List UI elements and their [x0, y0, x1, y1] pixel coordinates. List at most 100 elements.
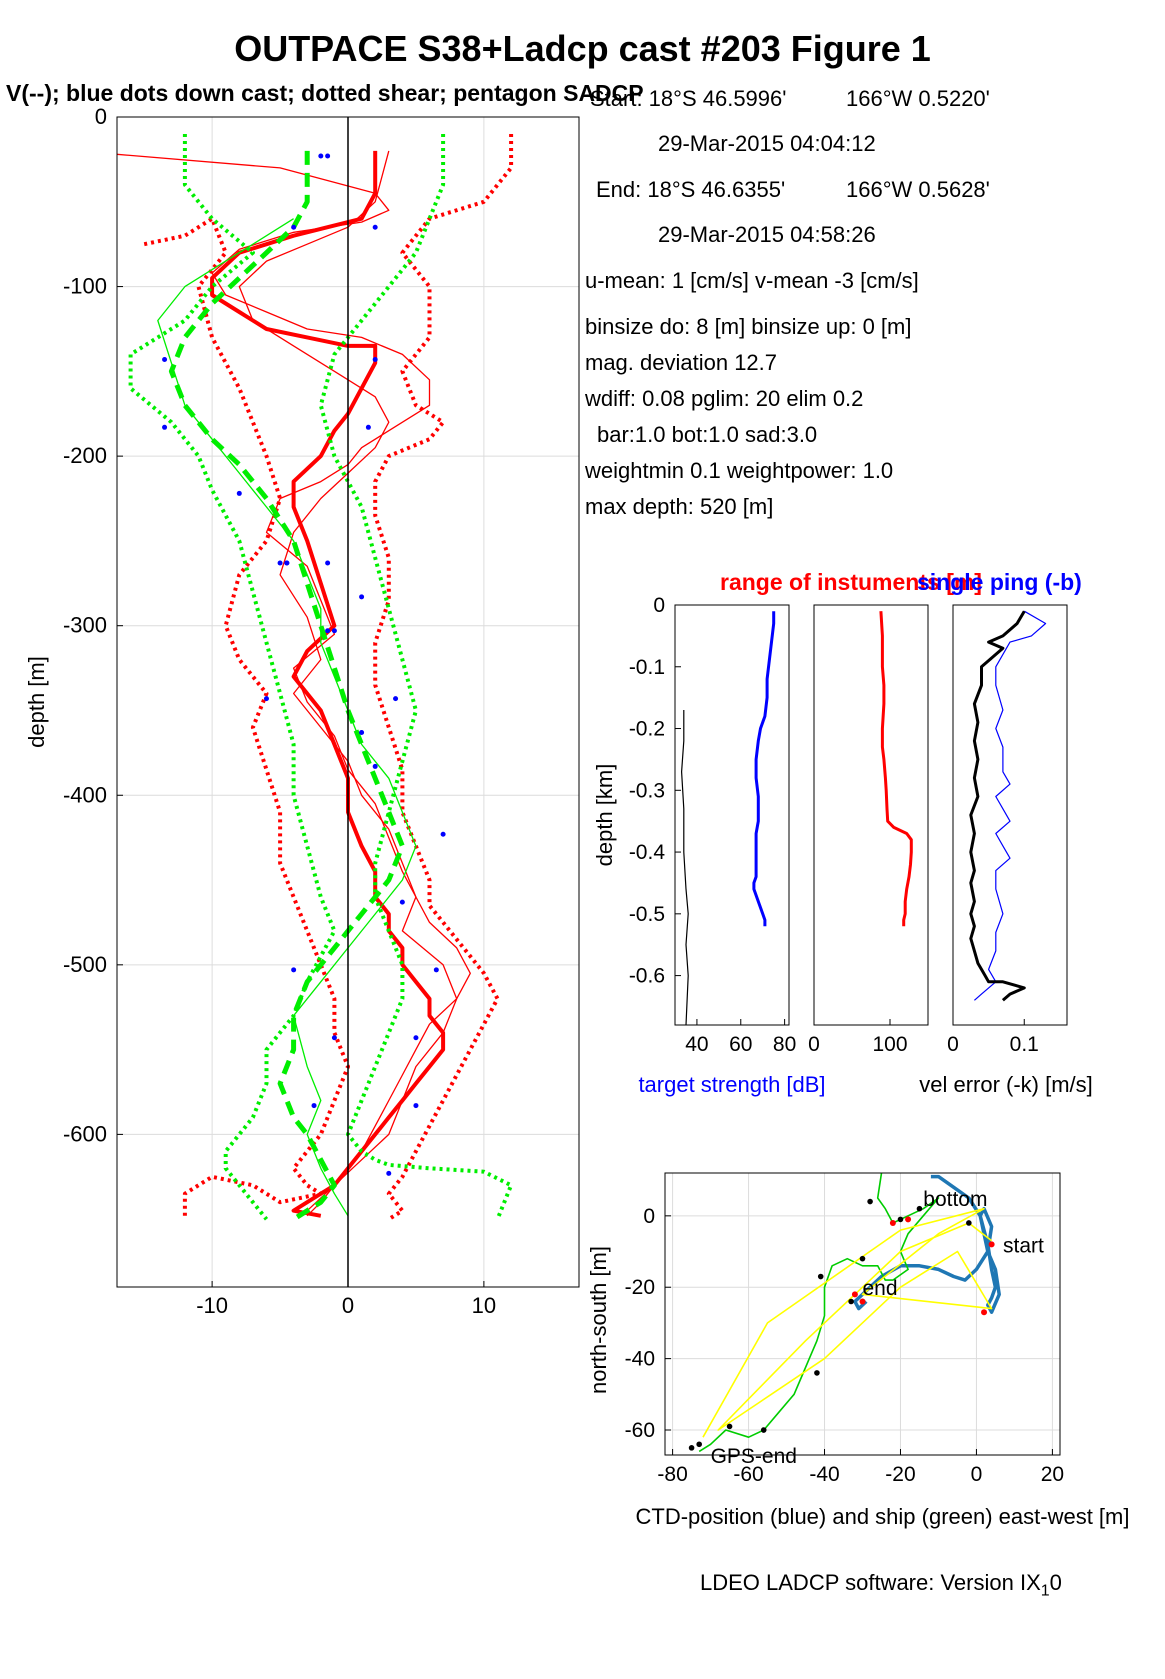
- main-ytick-label: -400: [63, 782, 107, 807]
- panel2-xtick-label: 0.1: [1010, 1033, 1039, 1056]
- start-lon: 166°W 0.5220': [846, 86, 990, 111]
- downcast-dot: [236, 490, 242, 496]
- panel-frame: [952, 604, 1068, 1026]
- downcast-dot: [393, 696, 399, 702]
- panel1-xtick-label: 100: [872, 1033, 907, 1056]
- pos-ytick-label: -40: [625, 1348, 655, 1371]
- downcast-dot: [325, 153, 331, 159]
- downcast-dot: [440, 831, 446, 837]
- target-strength-label: target strength [dB]: [638, 1072, 825, 1097]
- end-lon: 166°W 0.5628': [846, 177, 990, 202]
- panel-frame: [674, 604, 790, 1026]
- position-annotation: GPS-end: [711, 1445, 797, 1468]
- position-xlabel: CTD-position (blue) and ship (green) eas…: [636, 1504, 1130, 1529]
- figure-subtitle: V(--); blue dots down cast; dotted shear…: [6, 80, 644, 106]
- pos-xtick-label: -60: [733, 1463, 763, 1486]
- instrument-range-title: range of instuments [m]: [720, 569, 982, 595]
- main-xtick-label: 0: [342, 1293, 354, 1318]
- downcast-dot: [277, 560, 283, 566]
- panel0-ytick-label: -0.4: [629, 841, 666, 864]
- main-ytick-label: -300: [63, 613, 107, 638]
- main-ytick-label: -100: [63, 274, 107, 299]
- velocity-series-line: [128, 134, 337, 1221]
- panel-series-line: [680, 710, 689, 1026]
- end-time: 29-Mar-2015 04:58:26: [658, 222, 876, 247]
- downcast-dot: [399, 899, 405, 905]
- position-annotation: start: [1003, 1234, 1044, 1257]
- ctd-marker-dot: [905, 1216, 912, 1223]
- downcast-dot: [331, 628, 337, 634]
- pos-xtick-label: -20: [885, 1463, 915, 1486]
- pos-ytick-label: -60: [625, 1419, 655, 1442]
- mag-deviation: mag. deviation 12.7: [585, 350, 778, 375]
- panel0-xtick-label: 60: [729, 1033, 752, 1056]
- ctd-marker-dot: [859, 1298, 866, 1305]
- downcast-dot: [433, 967, 439, 973]
- main-ytick-label: -200: [63, 443, 107, 468]
- depth-km-label: depth [km]: [592, 764, 617, 867]
- downcast-dot: [413, 1103, 419, 1109]
- main-frame: [116, 116, 580, 1288]
- panel0-xtick-label: 80: [773, 1033, 796, 1056]
- panel1-xtick-label: 0: [808, 1033, 820, 1056]
- end-lat: End: 18°S 46.6355': [596, 177, 786, 202]
- panel0-ytick-label: -0.1: [629, 656, 665, 679]
- ship-fix-dot: [867, 1198, 873, 1205]
- main-ytick-label: -600: [63, 1121, 107, 1146]
- velocity-series-line: [210, 150, 446, 1218]
- ship-fix-dot: [897, 1216, 904, 1223]
- panel0-ytick-label: -0.5: [629, 903, 665, 926]
- ship-fix-dot: [814, 1370, 820, 1376]
- pos-ytick-label: -20: [625, 1276, 655, 1299]
- single-ping-title: single ping (-b): [917, 569, 1082, 595]
- velocity-series-line: [168, 150, 405, 1222]
- downcast-dot: [372, 763, 378, 769]
- version-subscript: 1: [1040, 1582, 1050, 1600]
- panel0-ytick-label: 0: [653, 594, 665, 617]
- ship-fix-dot: [848, 1298, 854, 1305]
- weights-a: bar:1.0 bot:1.0 sad:3.0: [597, 422, 818, 447]
- version-tail: 0: [1049, 1570, 1062, 1595]
- panel0-ytick-label: -0.2: [629, 718, 665, 741]
- panel2-xtick-label: 0: [947, 1033, 959, 1056]
- panel-frame: [813, 604, 929, 1026]
- position-ylabel: north-south [m]: [586, 1246, 611, 1394]
- position-track-line: [702, 1207, 993, 1438]
- downcast-dot: [331, 1035, 337, 1041]
- downcast-dot: [325, 560, 331, 566]
- downcast-dot: [291, 224, 297, 230]
- main-ylabel: depth [m]: [24, 656, 49, 748]
- position-track-line: [853, 1174, 1001, 1314]
- downcast-dot: [291, 967, 297, 973]
- figure-title: OUTPACE S38+Ladcp cast #203 Figure 1: [234, 28, 931, 69]
- downcast-dot: [413, 1035, 419, 1041]
- panel-series-line: [974, 610, 1047, 1001]
- pos-frame: [664, 1172, 1061, 1456]
- panel1-bg: [814, 605, 928, 1025]
- ctd-marker-dot: [988, 1241, 995, 1248]
- downcast-dot: [372, 224, 378, 230]
- downcast-dot: [365, 424, 371, 430]
- software-version-text: LDEO LADCP software: Version IX: [700, 1570, 1041, 1595]
- ship-fix-dot: [688, 1445, 695, 1451]
- binsize: binsize do: 8 [m] binsize up: 0 [m]: [585, 314, 912, 339]
- downcast-dot: [325, 628, 331, 634]
- position-chart: -80 -60 -40 -20 0 200-20-40-60bottomstartendG…: [586, 1172, 1130, 1529]
- pos-xtick-label: 20: [1041, 1463, 1064, 1486]
- ctd-marker-dot: [981, 1309, 988, 1316]
- position-annotation: bottom: [923, 1188, 987, 1211]
- downcast-dot: [162, 356, 168, 362]
- downcast-dot: [386, 1170, 392, 1176]
- velocity-series-line: [116, 153, 471, 1217]
- main-ytick-label: 0: [95, 104, 107, 129]
- position-annotation: end: [863, 1277, 898, 1300]
- ship-fix-dot: [760, 1427, 767, 1433]
- velocity-series-line: [143, 216, 350, 1220]
- vel-error-label: vel error (-k) [m/s]: [919, 1072, 1093, 1097]
- ship-fix-dot: [726, 1423, 733, 1430]
- start-lat: Start: 18°S 46.5996': [590, 86, 787, 111]
- panel0-bg: [675, 605, 789, 1025]
- panel-series-line: [969, 610, 1026, 1002]
